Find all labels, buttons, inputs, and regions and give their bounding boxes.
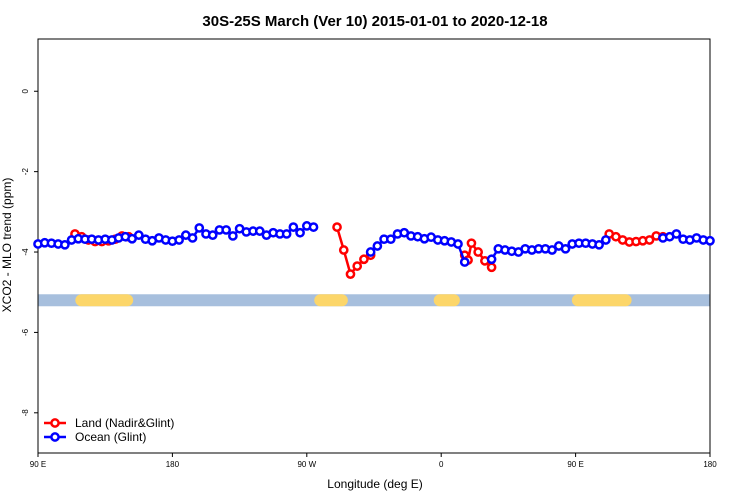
data-point	[345, 269, 356, 279]
data-point	[486, 254, 497, 265]
series-ocean	[33, 221, 715, 267]
data-point	[365, 247, 376, 257]
data-point	[473, 247, 484, 257]
data-point	[372, 241, 383, 251]
data-point	[295, 227, 305, 238]
y-tick-label: -4	[21, 248, 30, 256]
data-point	[486, 262, 497, 273]
x-tick-label: 0	[439, 460, 444, 469]
chart-title: 30S-25S March (Ver 10) 2015-01-01 to 202…	[202, 13, 547, 30]
data-point	[228, 231, 238, 241]
data-point	[594, 239, 604, 250]
y-tick-label: -6	[21, 328, 30, 336]
data-point	[453, 239, 463, 249]
data-point	[133, 230, 144, 240]
data-point	[338, 245, 349, 255]
data-point	[60, 239, 70, 250]
x-tick-label: 90 E	[30, 460, 46, 469]
x-tick-label: 90 E	[567, 460, 583, 469]
data-point	[600, 235, 611, 245]
series-layer	[33, 221, 715, 279]
data-point	[187, 233, 198, 243]
data-point	[221, 225, 232, 235]
x-axis: 90 E 180 90 W 0 90 E 180	[30, 453, 717, 469]
data-point	[560, 243, 571, 254]
data-point	[281, 229, 292, 239]
legend-label: Land (Nadir&Glint)	[75, 416, 174, 430]
land-ocean-band	[38, 294, 710, 307]
data-point	[288, 222, 299, 232]
data-point	[207, 230, 218, 240]
data-point	[308, 222, 319, 232]
data-point	[385, 234, 396, 245]
data-point	[459, 257, 470, 267]
data-point	[194, 223, 205, 233]
ocean-band	[38, 294, 710, 307]
x-tick-label: 90 W	[297, 460, 316, 469]
y-tick-label: -8	[21, 409, 30, 417]
y-tick-label: -2	[21, 168, 30, 176]
data-point	[174, 235, 184, 245]
y-axis-label: XCO2 - MLO trend (ppm)	[0, 178, 14, 313]
x-axis-label: Longitude (deg E)	[327, 477, 422, 491]
land-band-segment	[75, 294, 134, 307]
land-band-segment	[433, 294, 460, 307]
data-point	[547, 245, 557, 255]
data-point	[352, 261, 363, 271]
y-axis: 0 -2 -4 -6 -8	[21, 88, 38, 416]
x-tick-label: 180	[703, 460, 717, 469]
legend-marker	[50, 432, 60, 442]
legend-marker	[50, 418, 60, 428]
land-band-segment	[571, 294, 632, 307]
data-point	[254, 226, 265, 236]
data-point	[332, 222, 342, 232]
data-point	[644, 235, 655, 245]
data-point	[671, 229, 682, 239]
data-point	[466, 238, 477, 249]
land-band-segment	[314, 294, 348, 307]
data-point	[359, 254, 369, 265]
data-point	[705, 235, 715, 246]
legend-label: Ocean (Glint)	[75, 430, 146, 444]
y-tick-label: 0	[21, 88, 30, 93]
x-tick-label: 180	[166, 460, 180, 469]
legend: Land (Nadir&Glint)Ocean (Glint)	[44, 416, 174, 444]
